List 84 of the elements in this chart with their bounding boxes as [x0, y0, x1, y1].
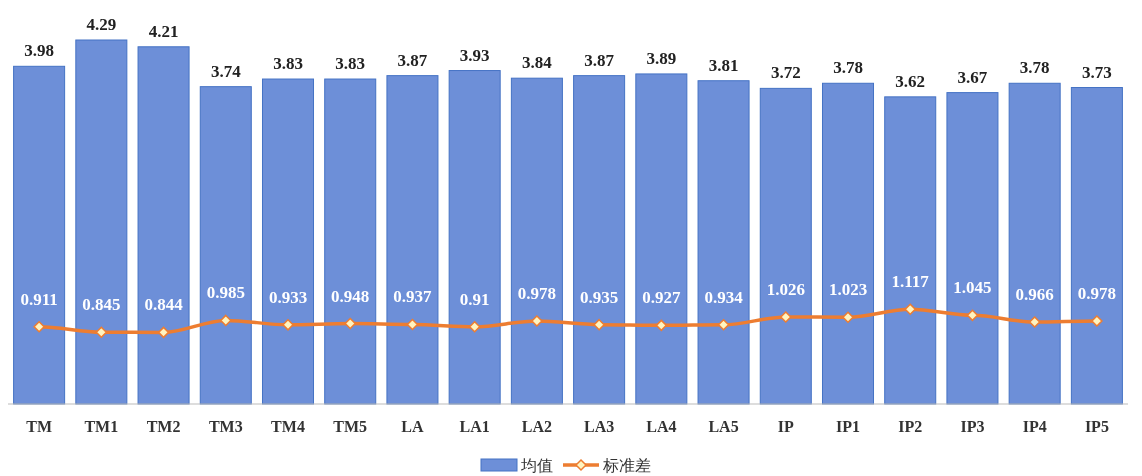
bar [759, 87, 812, 405]
data-label: 3.83 [273, 54, 303, 74]
data-label: 3.87 [584, 50, 615, 70]
data-label: 3.73 [1082, 62, 1112, 82]
data-label: 3.72 [770, 63, 801, 83]
bar [697, 80, 750, 405]
point [531, 315, 543, 327]
point [344, 317, 356, 330]
bar [386, 75, 439, 405]
x-tick-label: TM4 [271, 418, 305, 435]
x-tick-label: LA4 [646, 418, 677, 435]
x-tick-label: LA3 [583, 418, 615, 435]
x-tick-label: TM [26, 418, 52, 435]
bar [884, 96, 937, 405]
data-label: 3.78 [833, 58, 863, 78]
x-tick-label: IP1 [836, 418, 860, 435]
data-label: 1.117 [891, 272, 930, 292]
x-tick-label: LA1 [459, 418, 490, 435]
data-label: 0.845 [82, 295, 121, 315]
data-label: 0.985 [206, 283, 245, 303]
point [282, 319, 294, 331]
x-tick-label: IP4 [1022, 418, 1047, 435]
bar [75, 39, 128, 405]
data-label: 3.84 [522, 53, 553, 73]
data-label: 0.911 [20, 289, 58, 309]
point [904, 303, 916, 315]
data-label: 1.026 [766, 279, 805, 299]
bar [261, 78, 315, 405]
bar [821, 82, 875, 405]
data-label: 3.83 [335, 54, 366, 74]
data-label: 3.93 [459, 45, 490, 65]
data-label: 1.023 [828, 280, 868, 300]
data-label: 3.81 [708, 55, 739, 75]
data-label: 0.935 [579, 287, 619, 307]
bar [573, 75, 626, 405]
data-label: 0.933 [268, 287, 308, 307]
data-label: 0.91 [459, 289, 490, 309]
legend-label: 标准差 [602, 457, 651, 474]
bar [13, 65, 66, 405]
data-label: 3.89 [646, 48, 677, 68]
data-label: 3.87 [397, 50, 428, 70]
bar [946, 92, 999, 405]
data-label: 0.978 [1077, 284, 1117, 304]
data-label: 0.934 [704, 287, 744, 307]
data-label: 0.937 [393, 287, 433, 307]
x-tick-label: IP [777, 418, 794, 435]
bar [1070, 87, 1123, 405]
x-tick-label: TM2 [146, 418, 181, 435]
point [593, 318, 605, 331]
bar [137, 46, 190, 405]
x-tick-label: TM3 [208, 418, 243, 435]
data-label: 4.29 [86, 15, 117, 34]
data-label: 0.978 [517, 284, 557, 304]
bar [199, 86, 252, 405]
data-label: 3.74 [210, 61, 242, 81]
data-label: 3.98 [24, 41, 54, 61]
data-label: 3.62 [895, 71, 926, 91]
data-label: 0.844 [144, 295, 184, 315]
x-tick-label: IP5 [1084, 418, 1109, 435]
legend-label: 均值 [520, 457, 553, 474]
data-label: 4.21 [148, 21, 179, 41]
point [1091, 315, 1103, 327]
data-label: 0.927 [642, 288, 681, 308]
x-tick-label: LA [401, 418, 424, 435]
x-tick-label: TM5 [333, 418, 368, 435]
data-label: 3.67 [957, 67, 988, 87]
point [220, 314, 232, 327]
data-label: 0.948 [331, 286, 370, 306]
point [780, 311, 792, 323]
bar [635, 73, 688, 405]
x-tick-label: LA2 [521, 418, 553, 435]
bar [510, 77, 563, 405]
x-tick-label: IP2 [898, 418, 923, 435]
data-label: 0.966 [1015, 285, 1054, 305]
bar [448, 70, 501, 405]
data-label: 1.045 [953, 278, 992, 298]
x-tick-label: TM1 [84, 418, 119, 435]
point [33, 320, 45, 333]
x-tick-label: LA5 [708, 418, 739, 435]
point [842, 311, 854, 323]
bar [324, 78, 377, 405]
x-tick-label: IP3 [960, 418, 985, 435]
bar [1008, 82, 1061, 405]
data-label: 3.78 [1019, 58, 1050, 78]
